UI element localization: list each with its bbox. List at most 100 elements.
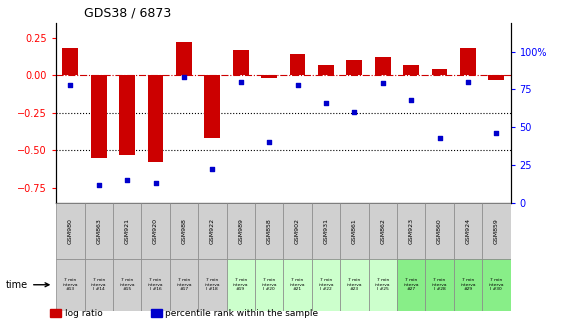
Text: log ratio: log ratio	[65, 309, 102, 318]
Text: 7 min
interva
#23: 7 min interva #23	[347, 278, 362, 291]
Text: GSM931: GSM931	[323, 218, 328, 244]
Text: GSM860: GSM860	[437, 218, 442, 244]
Bar	[283, 203, 312, 259]
Text: 7 min
interva
l #25: 7 min interva l #25	[375, 278, 390, 291]
Point	[151, 181, 160, 186]
Bar	[62, 48, 78, 75]
Point	[66, 82, 75, 87]
Text: GSM923: GSM923	[408, 218, 413, 244]
Bar	[397, 259, 425, 311]
Text: GSM862: GSM862	[380, 218, 385, 244]
Bar	[425, 203, 454, 259]
Bar	[141, 203, 169, 259]
Text: GSM858: GSM858	[266, 218, 272, 244]
Text: 7 min
interva
l #28: 7 min interva l #28	[432, 278, 447, 291]
Text: time: time	[6, 280, 27, 290]
Bar	[432, 69, 447, 75]
Text: GSM980: GSM980	[68, 218, 73, 244]
Text: GSM920: GSM920	[153, 218, 158, 244]
Point	[265, 140, 274, 145]
Point	[492, 130, 501, 136]
Bar	[169, 203, 198, 259]
Bar	[113, 259, 141, 311]
Text: GDS38 / 6873: GDS38 / 6873	[84, 7, 172, 20]
Bar	[454, 203, 482, 259]
Point	[378, 81, 387, 86]
Bar	[425, 259, 454, 311]
Text: 7 min
interva
l #22: 7 min interva l #22	[318, 278, 334, 291]
Text: 7 min
interva
#29: 7 min interva #29	[460, 278, 476, 291]
Bar	[56, 203, 85, 259]
Bar	[56, 259, 85, 311]
Bar	[289, 54, 305, 75]
Bar	[482, 259, 511, 311]
Bar	[369, 203, 397, 259]
Point	[321, 100, 330, 106]
Text: GSM859: GSM859	[494, 218, 499, 244]
Bar	[340, 259, 369, 311]
Text: 7 min
interva
l #20: 7 min interva l #20	[261, 278, 277, 291]
Bar	[318, 65, 334, 75]
Bar	[85, 203, 113, 259]
Bar	[233, 50, 249, 75]
Text: GSM924: GSM924	[466, 218, 471, 244]
Text: 7 min
interva
l #30: 7 min interva l #30	[489, 278, 504, 291]
Text: 7 min
interva
#13: 7 min interva #13	[62, 278, 78, 291]
Point	[293, 82, 302, 87]
Bar	[312, 203, 340, 259]
Bar	[141, 259, 169, 311]
Bar	[369, 259, 397, 311]
Bar	[283, 259, 312, 311]
Text: percentile rank within the sample: percentile rank within the sample	[165, 309, 319, 318]
Point	[123, 178, 132, 183]
Text: 7 min
interva
#27: 7 min interva #27	[403, 278, 419, 291]
Text: GSM863: GSM863	[96, 218, 101, 244]
Point	[463, 79, 472, 84]
Bar	[198, 203, 227, 259]
Bar	[148, 75, 163, 162]
Text: GSM989: GSM989	[238, 218, 243, 244]
Point	[94, 182, 103, 187]
Point	[435, 135, 444, 140]
Text: GSM922: GSM922	[210, 218, 215, 244]
Bar	[397, 203, 425, 259]
Point	[180, 75, 188, 80]
Bar	[227, 203, 255, 259]
Bar	[113, 203, 141, 259]
Bar	[169, 259, 198, 311]
Bar	[176, 43, 192, 75]
Text: GSM921: GSM921	[125, 218, 130, 244]
Point	[350, 110, 359, 115]
Point	[236, 79, 245, 84]
Text: 7 min
interva
l #18: 7 min interva l #18	[205, 278, 220, 291]
Bar	[454, 259, 482, 311]
Point	[407, 97, 416, 103]
Bar	[312, 259, 340, 311]
Bar	[227, 259, 255, 311]
Bar	[91, 75, 107, 158]
Text: GSM902: GSM902	[295, 218, 300, 244]
Bar	[50, 309, 61, 317]
Bar	[151, 309, 162, 317]
Text: GSM861: GSM861	[352, 218, 357, 244]
Bar	[205, 75, 220, 138]
Text: GSM988: GSM988	[181, 218, 186, 244]
Bar	[255, 203, 283, 259]
Text: 7 min
interva
#15: 7 min interva #15	[119, 278, 135, 291]
Bar	[340, 203, 369, 259]
Bar	[261, 75, 277, 78]
Bar	[255, 259, 283, 311]
Bar	[460, 48, 476, 75]
Text: 7 min
interva
#19: 7 min interva #19	[233, 278, 249, 291]
Bar	[347, 60, 362, 75]
Text: 7 min
interva
#17: 7 min interva #17	[176, 278, 192, 291]
Bar	[375, 57, 390, 75]
Text: 7 min
interva
l #16: 7 min interva l #16	[148, 278, 163, 291]
Text: 7 min
interva
l #14: 7 min interva l #14	[91, 278, 107, 291]
Bar	[482, 203, 511, 259]
Text: 7 min
interva
#21: 7 min interva #21	[289, 278, 305, 291]
Bar	[198, 259, 227, 311]
Point	[208, 167, 217, 172]
Bar	[119, 75, 135, 155]
Bar	[85, 259, 113, 311]
